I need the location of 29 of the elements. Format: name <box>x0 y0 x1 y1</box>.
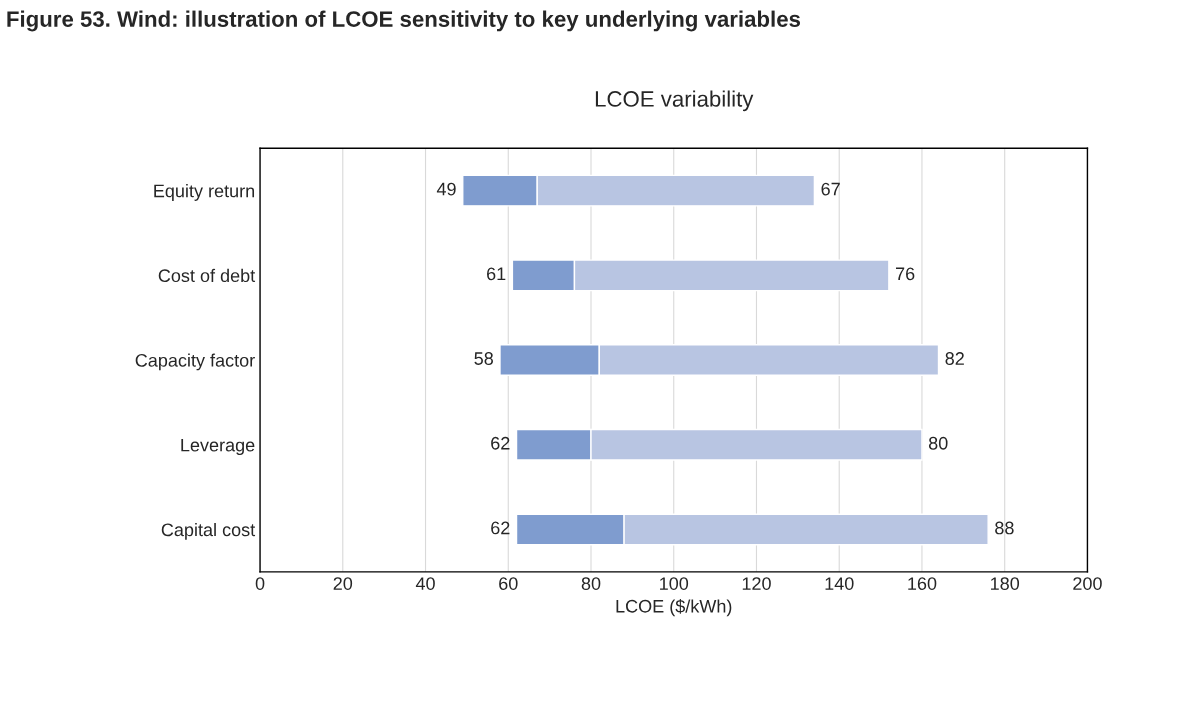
y-tick-label: Capital cost <box>161 522 256 540</box>
x-tick-label: 0 <box>255 577 265 590</box>
annotation: 62 <box>491 521 510 535</box>
y-tick-label: Leverage <box>181 438 255 456</box>
chart-subtitle: LCOE variability <box>595 90 754 112</box>
x-tick-label: 160 <box>908 577 937 590</box>
x-tick-label: 60 <box>499 577 518 590</box>
x-tick-label: 200 <box>1073 577 1102 590</box>
x-tick-label: 120 <box>742 577 771 590</box>
x-tick-label: 80 <box>581 577 601 590</box>
x-tick-label: 40 <box>415 577 435 590</box>
annotation: 88 <box>995 521 1014 535</box>
x-tick-label: 140 <box>825 577 854 590</box>
x-tick-label: 20 <box>333 577 353 590</box>
annotation: 58 <box>474 352 493 365</box>
x-axis-title: LCOE ($/kWh) <box>616 599 732 617</box>
annotation: 62 <box>491 436 510 450</box>
annotation: 49 <box>436 182 456 196</box>
y-tick-label: Capacity factor <box>135 353 255 371</box>
x-tick-label: 100 <box>660 577 689 590</box>
annotation: 82 <box>945 352 964 365</box>
annotation: 76 <box>895 267 915 281</box>
annotation: 61 <box>487 267 506 281</box>
x-tick-label: 180 <box>991 577 1020 590</box>
y-tick-label: Equity return <box>154 184 255 201</box>
annotation: 67 <box>821 182 840 196</box>
chart-title: Figure 53. Wind: illustration of LCOE sensitivity to key underlying variables <box>7 10 801 32</box>
y-tick-label: Cost of debt <box>158 268 256 283</box>
annotation: 80 <box>928 436 948 450</box>
